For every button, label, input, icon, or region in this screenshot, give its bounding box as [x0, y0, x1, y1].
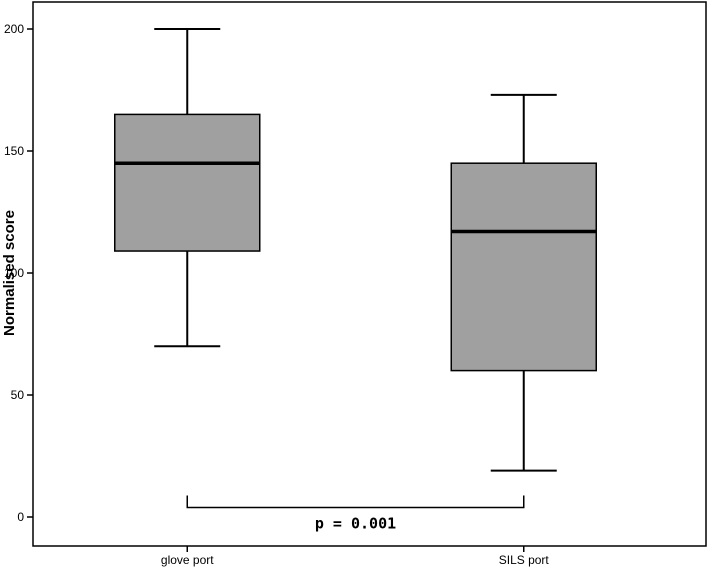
annotations-layer: p = 0.001 — [186, 495, 525, 532]
y-tick-label: 150 — [4, 144, 24, 158]
boxes-layer — [114, 28, 597, 472]
box-1 — [114, 28, 261, 348]
iqr-box — [114, 113, 261, 252]
y-tick-label: 50 — [11, 388, 25, 402]
significance-bracket: p = 0.001 — [186, 495, 525, 532]
x-tick-label: SILS port — [499, 553, 550, 567]
p-value-label: p = 0.001 — [315, 514, 396, 532]
y-tick-label: 100 — [4, 266, 24, 280]
y-tick-label: 200 — [4, 22, 24, 36]
x-axis: glove port SILS port — [161, 546, 550, 567]
iqr-box — [450, 162, 597, 372]
x-tick-label: glove port — [161, 553, 214, 567]
y-axis-label: Normalised score — [1, 210, 18, 336]
box-2 — [450, 93, 597, 472]
y-tick-label: 0 — [17, 510, 24, 524]
bracket-line — [186, 495, 525, 509]
y-axis: 0 50 100 150 200 — [4, 22, 33, 524]
plot-area-frame — [32, 1, 707, 547]
